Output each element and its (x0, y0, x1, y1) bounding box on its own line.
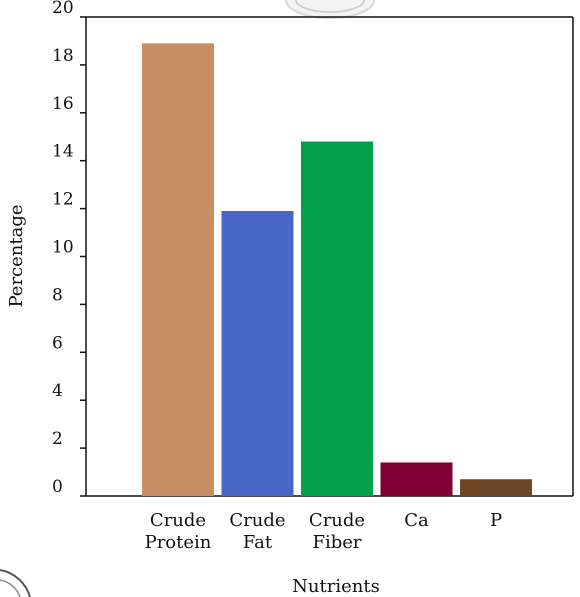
y-tick-label: 8 (52, 285, 63, 305)
x-tick-label-line: Crude (229, 510, 285, 531)
x-tick-label-line: Ca (404, 510, 429, 531)
x-tick-label: Ca (404, 510, 429, 531)
x-tick-label-line: Fiber (312, 532, 361, 553)
y-tick-label: 10 (52, 238, 74, 258)
x-tick-label: Crude Fiber (309, 510, 365, 553)
x-tick-label-line: Fat (243, 532, 273, 553)
x-tick-label-line: Crude (309, 510, 365, 531)
y-tick-label: 2 (52, 429, 63, 449)
decorative-arc-bottom-left-inner (0, 579, 21, 597)
y-tick-label: 18 (52, 46, 74, 66)
x-tick-label-line: Crude (150, 510, 206, 531)
x-tick-label-line: P (490, 510, 502, 531)
x-tick-label: P (490, 510, 502, 531)
x-tick-label: Crude Fat (229, 510, 285, 553)
bars (142, 43, 532, 497)
y-axis-title: Percentage (6, 204, 27, 307)
bar (142, 43, 214, 496)
y-tick-label: 4 (52, 381, 63, 401)
y-tick-label: 16 (52, 94, 74, 114)
y-tick-label: 12 (52, 190, 74, 210)
bar (221, 210, 294, 496)
y-tick-label: 0 (52, 477, 63, 497)
bar (301, 141, 373, 497)
y-tick-label: 6 (52, 333, 63, 353)
y-ticks: 0 2 4 6 8 10 12 14 16 18 20 (52, 0, 86, 497)
decorative-circle-top (285, 0, 375, 19)
bar (460, 479, 532, 496)
x-axis-title: Nutrients (292, 576, 380, 597)
x-tick-label-line: Protein (145, 532, 212, 553)
decorative-circle-top-inner (295, 0, 365, 13)
x-tick-label: Crude Protein (145, 510, 212, 553)
bar (380, 462, 453, 496)
y-tick-label: 20 (52, 0, 74, 18)
decorative-arc-bottom-left (0, 569, 31, 597)
y-tick-label: 14 (52, 142, 74, 162)
